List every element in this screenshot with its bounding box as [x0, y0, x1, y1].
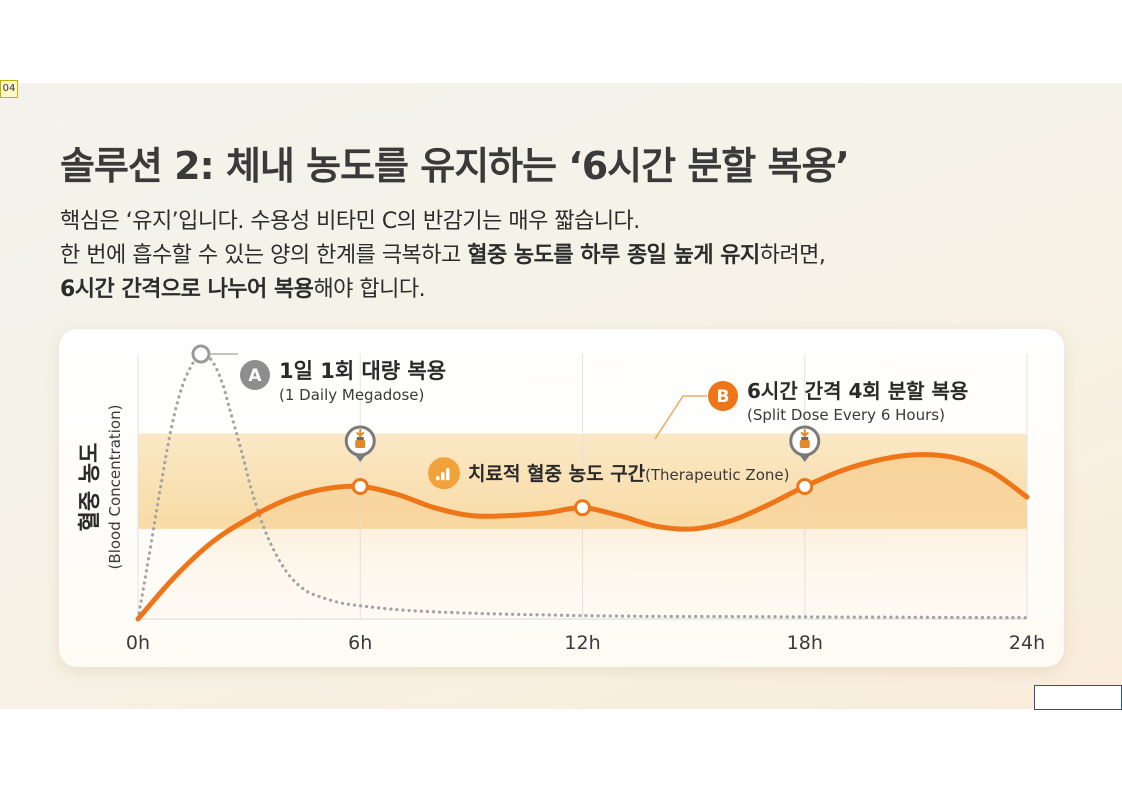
series-a-name: 1일 1회 대량 복용 [279, 359, 446, 383]
x-tick-label: 0h [126, 632, 150, 654]
slide-title: 솔루션 2: 체내 농도를 유지하는 ‘6시간 분할 복용’ [60, 144, 850, 188]
empty-text-box[interactable] [1034, 685, 1122, 710]
bottle-body [355, 440, 366, 448]
series-a-name-en: (1 Daily Megadose) [279, 386, 424, 404]
series-b-name: 6시간 간격 4회 분할 복용 [747, 379, 968, 403]
slide-body: 핵심은 ‘유지’입니다. 수용성 비타민 C의 반감기는 매우 짧습니다. 한 번… [60, 205, 826, 307]
y-axis-sublabel: (Blood Concentration) [106, 405, 124, 570]
x-tick-label: 24h [1009, 632, 1045, 654]
series-a-badge [240, 360, 270, 390]
series-b-name-en: (Split Dose Every 6 Hours) [747, 406, 945, 424]
split-dose-marker [574, 499, 591, 517]
megadose-line [136, 352, 1029, 621]
split-dose-marker [796, 478, 814, 495]
split-dose-marker [351, 478, 369, 495]
body-text-run: 한 번에 흡수할 수 있는 양의 한계를 극복하고 [60, 243, 468, 268]
bottle-cap [801, 437, 809, 440]
body-text-run: 해야 합니다. [313, 277, 426, 302]
zone-label-group: 치료적 혈중 농도 구간 (Therapeutic Zone) [428, 457, 789, 490]
bar-chart-icon-bar [436, 476, 440, 481]
x-tick-label: 6h [348, 632, 372, 654]
series-b-label: B 6시간 간격 4회 분할 복용 (Split Dose Every 6 Hour… [654, 379, 968, 440]
slide: 솔루션 2: 체내 농도를 유지하는 ‘6시간 분할 복용’ 핵심은 ‘유지’입… [0, 83, 1122, 709]
pill-bottle-icon [789, 425, 821, 462]
body-line-2: 한 번에 흡수할 수 있는 양의 한계를 극복하고 혈중 농도를 하루 종일 높… [60, 239, 826, 273]
series-b-badge-letter: B [717, 387, 730, 407]
x-tick-label: 18h [787, 632, 823, 654]
body-text-run: 하려면, [759, 243, 826, 268]
series-b-badge [708, 381, 738, 411]
body-line-3: 6시간 간격으로 나누어 복용해야 합니다. [60, 273, 825, 307]
megadose-peak-marker [191, 344, 211, 364]
split-dose-area [138, 454, 1027, 619]
body-emphasis: 혈중 농도를 하루 종일 높게 유지 [467, 243, 760, 268]
zone-label-en: (Therapeutic Zone) [645, 466, 789, 484]
bottle-cap [356, 437, 364, 440]
down-arrow [800, 429, 809, 438]
series-a-label: A 1일 1회 대량 복용 (1 Daily Megadose) [209, 353, 446, 404]
bottle-body [799, 440, 810, 448]
page-number: 04 [0, 80, 18, 98]
bar-chart-icon-bar [446, 468, 450, 481]
concentration-chart: 치료적 혈중 농도 구간 (Therapeutic Zone) A 1일 1회 대량 … [78, 344, 1045, 654]
series-a-badge-letter: A [248, 366, 262, 386]
down-arrow [356, 429, 365, 438]
series-b-leader [654, 395, 707, 440]
body-line-1: 핵심은 ‘유지’입니다. 수용성 비타민 C의 반감기는 매우 짧습니다. [60, 205, 825, 239]
x-tick-label: 12h [564, 632, 600, 654]
bar-chart-icon-bar [441, 472, 445, 481]
y-axis-label: 혈중 농도 [78, 443, 103, 532]
chart-card: 치료적 혈중 농도 구간 (Therapeutic Zone) A 1일 1회 대량 … [59, 329, 1064, 667]
pill-bottle-icon [344, 425, 376, 462]
body-text-run: 핵심은 ‘유지’입니다. 수용성 비타민 C의 반감기는 매우 짧습니다. [60, 209, 640, 234]
body-emphasis: 6시간 간격으로 나누어 복용 [60, 277, 314, 302]
zone-label: 치료적 혈중 농도 구간 [468, 462, 646, 485]
